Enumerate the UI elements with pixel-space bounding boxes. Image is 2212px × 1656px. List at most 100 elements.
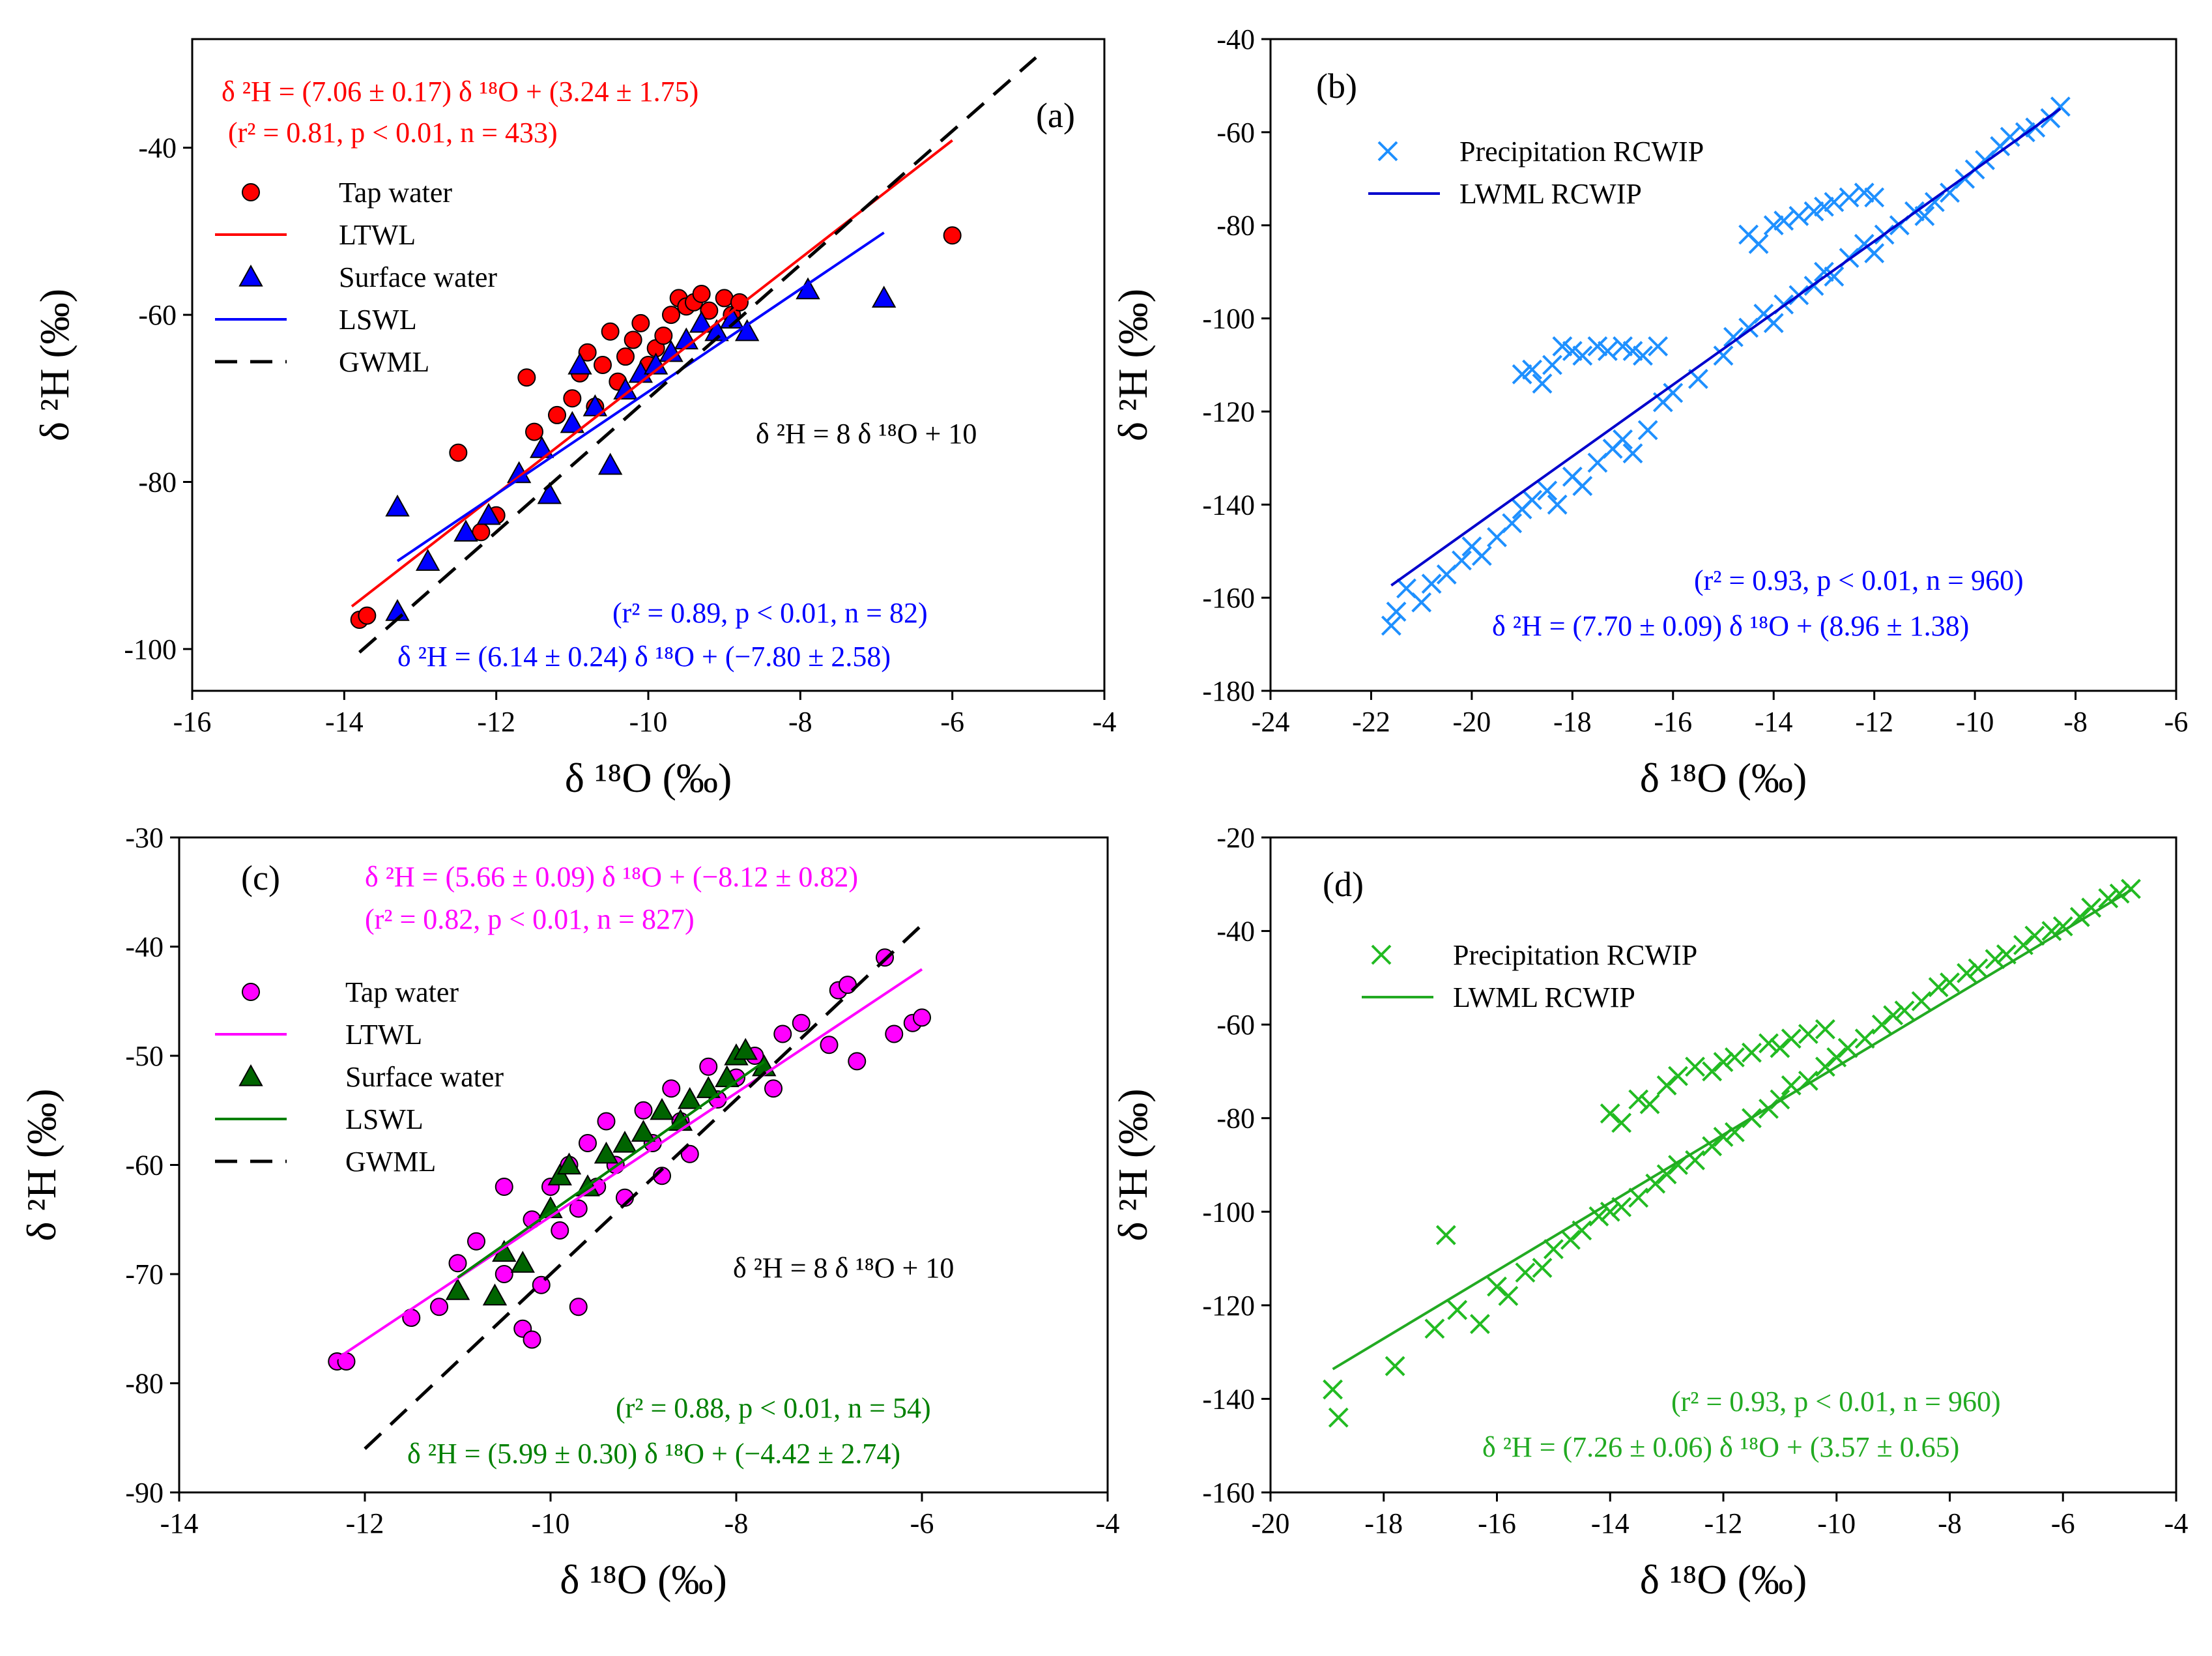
- data-point: [1702, 1061, 1723, 1082]
- y-tick-label: -120: [1202, 1290, 1255, 1322]
- data-point: [1815, 1019, 1835, 1039]
- y-tick-label: -80: [138, 466, 177, 498]
- data-point: [1985, 949, 2005, 970]
- data-point: [1702, 1136, 1723, 1157]
- data-point: [1515, 1262, 1536, 1283]
- data-point: [1572, 476, 1593, 497]
- data-point: [1839, 187, 1860, 208]
- y-tick-label: -160: [1202, 582, 1255, 614]
- data-point: [1824, 266, 1845, 287]
- data-point: [548, 405, 566, 424]
- data-point: [1788, 206, 1809, 226]
- plot-frame: [1269, 38, 2177, 692]
- data-point: [678, 1086, 702, 1109]
- y-tick-label: -140: [1202, 489, 1255, 521]
- equation-annotation: (r² = 0.88, p < 0.01, n = 54): [616, 1392, 931, 1424]
- data-point: [1385, 1356, 1405, 1376]
- data-point: [733, 1038, 758, 1060]
- equation-annotation: δ ²H = (5.66 ± 0.09) δ ¹⁸O + (−8.12 ± 0.…: [365, 861, 858, 893]
- data-point: [1328, 1407, 1349, 1428]
- data-point: [1663, 383, 1684, 403]
- equation-annotation: δ ²H = (6.14 ± 0.24) δ ¹⁸O + (−7.80 ± 2.…: [397, 641, 891, 673]
- y-tick-label: -160: [1202, 1477, 1255, 1509]
- y-tick-label: -80: [1216, 1103, 1255, 1135]
- data-point: [556, 1152, 582, 1175]
- y-tick-label: -40: [138, 132, 177, 164]
- data-point: [1685, 1150, 1705, 1170]
- data-point: [1611, 1112, 1632, 1133]
- legend-swatch-marker: [242, 183, 260, 201]
- data-point: [2041, 921, 2062, 941]
- data-point: [680, 1144, 699, 1163]
- y-tick-label: -40: [1216, 916, 1255, 948]
- legend-label: Tap water: [345, 976, 459, 1008]
- data-point: [547, 1163, 572, 1185]
- x-tick-label: -20: [1252, 1507, 1290, 1539]
- data-point: [1924, 192, 1945, 212]
- y-tick-label: -90: [125, 1477, 164, 1509]
- data-point: [1723, 327, 1744, 347]
- legend-label: GWML: [339, 346, 429, 378]
- data-point: [1781, 1075, 1802, 1096]
- data-point: [495, 1265, 513, 1283]
- data-point: [1814, 196, 1834, 217]
- data-point: [1864, 187, 1885, 208]
- x-tick-label: -6: [2051, 1507, 2075, 1539]
- y-axis-title: δ ²H (‰): [1110, 1088, 1156, 1241]
- data-point: [578, 343, 597, 362]
- data-point: [1597, 341, 1618, 361]
- equation-annotation: δ ²H = (5.99 ± 0.30) δ ¹⁸O + (−4.42 ± 2.…: [407, 1438, 900, 1470]
- data-point: [358, 606, 377, 625]
- data-point: [689, 310, 714, 333]
- data-point: [704, 319, 729, 341]
- data-point: [1421, 574, 1442, 594]
- equation-annotation: δ ²H = (7.70 ± 0.09) δ ¹⁸O + (8.96 ± 1.3…: [1492, 610, 1969, 642]
- y-tick-label: -30: [125, 822, 164, 854]
- data-point: [1803, 201, 1824, 222]
- data-point: [1543, 1239, 1564, 1260]
- legend: Precipitation RCWIP LWML RCWIP: [1368, 136, 1704, 210]
- data-point: [1814, 261, 1834, 282]
- data-point: [700, 301, 719, 320]
- x-tick-label: -6: [940, 706, 964, 738]
- y-tick-label: -60: [138, 299, 177, 331]
- legend: Tap water LTWL Surface water LSWL GWML: [215, 976, 504, 1178]
- data-point: [1824, 192, 1845, 212]
- x-axis-title: δ ¹⁸O (‰): [1640, 755, 1807, 801]
- x-tick-label: -8: [725, 1507, 749, 1539]
- panel-label: (b): [1316, 66, 1357, 106]
- data-point: [430, 1298, 448, 1316]
- data-point: [537, 482, 562, 504]
- data-point: [1940, 972, 1960, 993]
- data-layer: [1381, 96, 2071, 636]
- data-point: [1588, 1206, 1609, 1227]
- data-point: [1911, 991, 1932, 1011]
- legend-swatch-marker: [238, 1064, 263, 1086]
- data-point: [1411, 592, 1432, 613]
- data-point: [601, 322, 620, 341]
- data-point: [569, 1298, 588, 1316]
- y-tick-label: -70: [125, 1258, 164, 1290]
- x-tick-label: -14: [1755, 706, 1793, 738]
- panel-label: (a): [1036, 96, 1075, 135]
- legend-label: Precipitation RCWIP: [1453, 939, 1697, 971]
- data-point: [1572, 345, 1593, 366]
- y-axis-title: δ ²H (‰): [31, 289, 78, 441]
- data-point: [1968, 958, 1989, 979]
- legend: Precipitation RCWIP LWML RCWIP: [1362, 939, 1697, 1013]
- legend-swatch-marker: [1377, 141, 1398, 162]
- data-point: [594, 1141, 619, 1164]
- data-point: [1532, 373, 1553, 394]
- data-point: [643, 352, 668, 375]
- x-tick-label: -8: [788, 706, 812, 738]
- data-point: [1637, 420, 1658, 441]
- data-point: [525, 422, 543, 441]
- x-tick-label: -24: [1252, 706, 1290, 738]
- legend-label: Tap water: [339, 177, 452, 209]
- data-point: [1668, 1066, 1688, 1086]
- panel-label: (c): [241, 858, 280, 897]
- data-point: [467, 1232, 485, 1251]
- data-point: [1587, 336, 1608, 356]
- legend-label: LSWL: [339, 304, 417, 336]
- data-point: [476, 502, 501, 525]
